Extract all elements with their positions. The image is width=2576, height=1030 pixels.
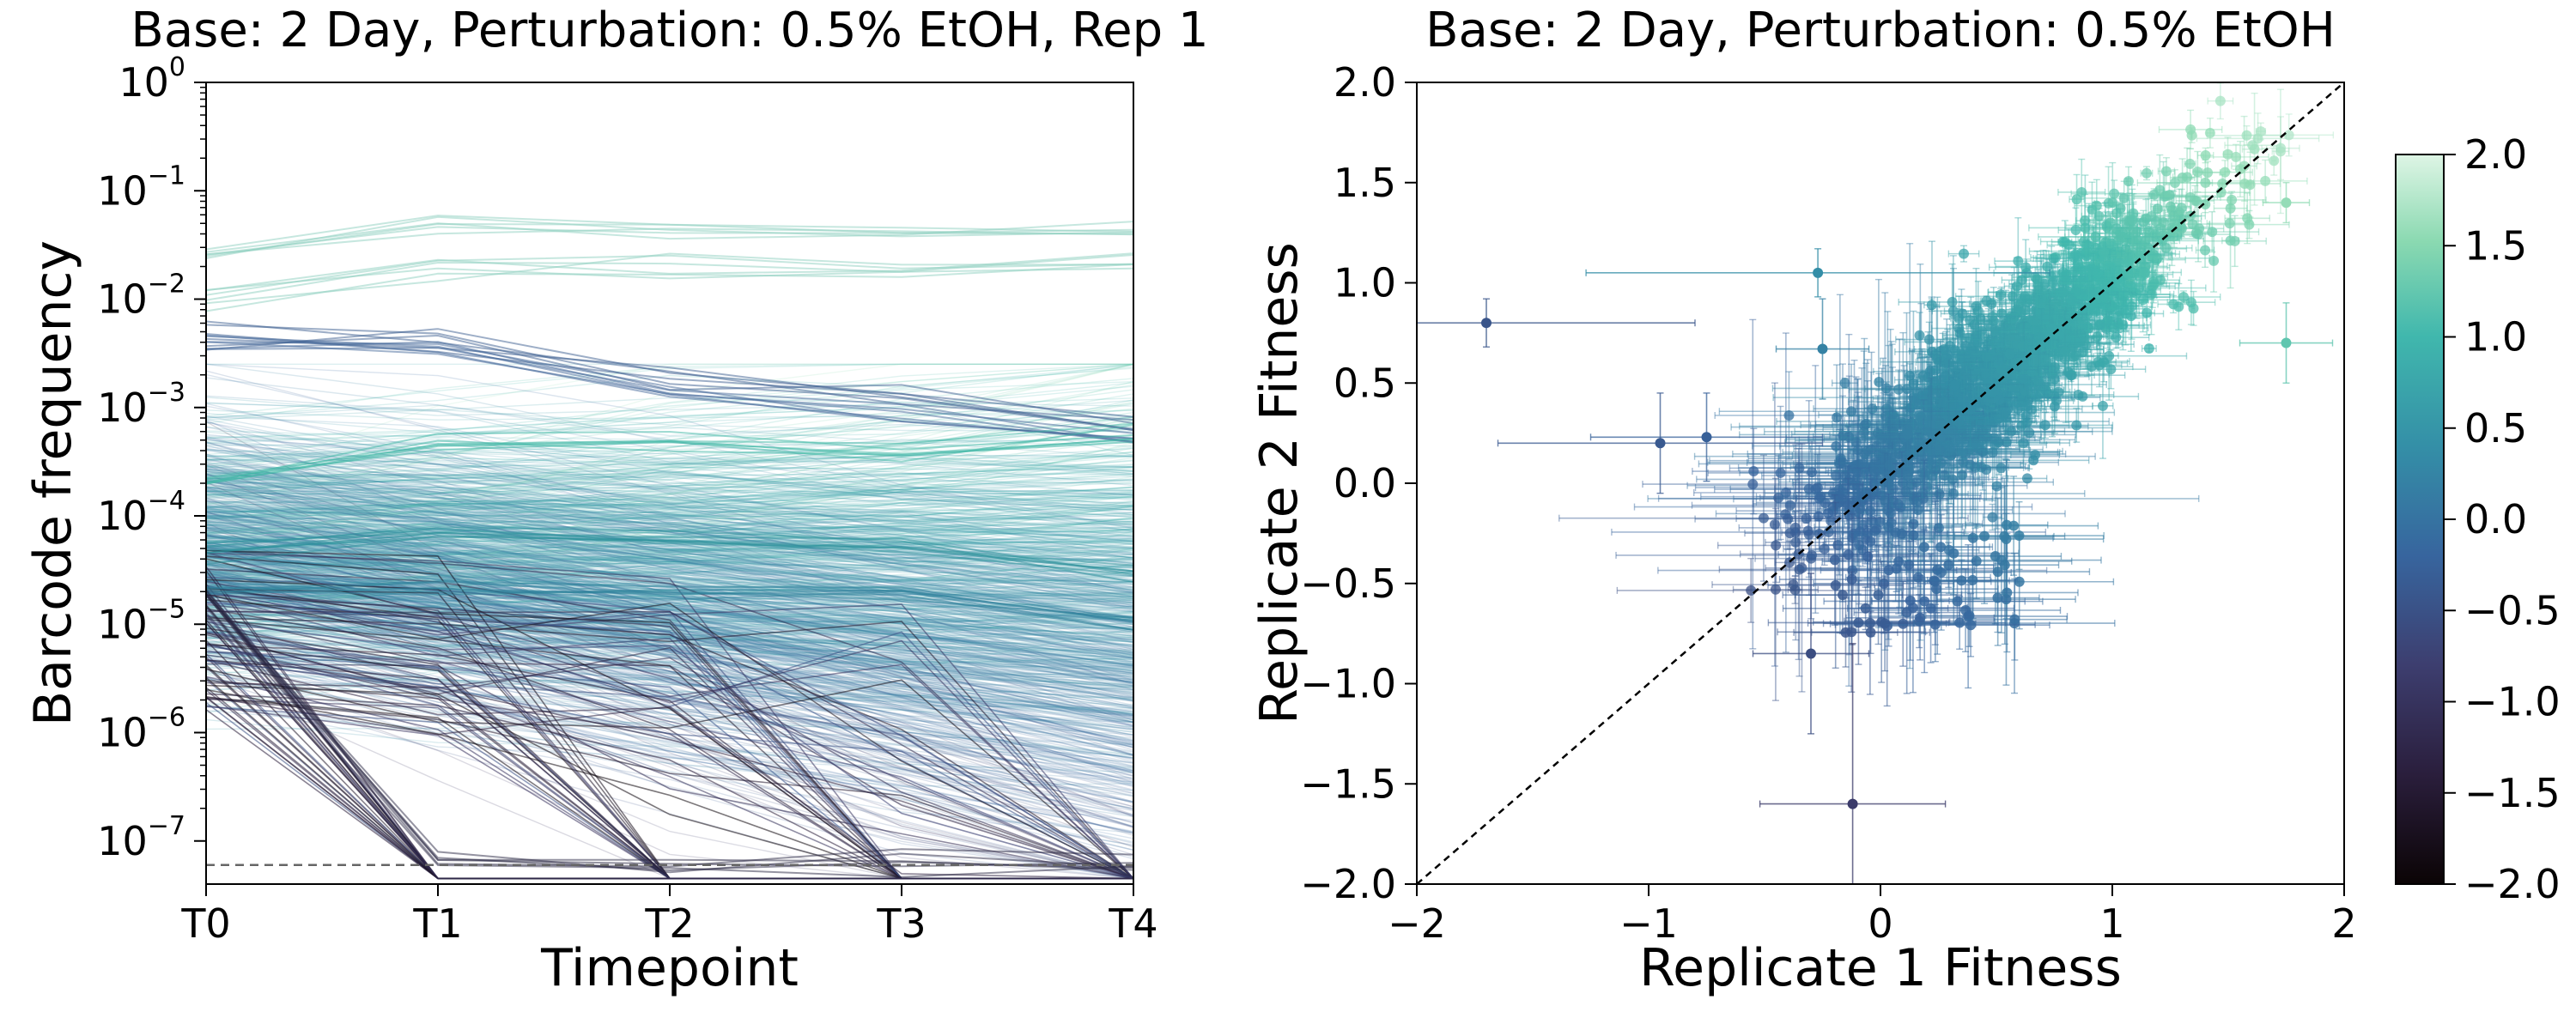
colorbar-tick-label: 0.5 [2464, 405, 2527, 451]
x-tick-label: T3 [876, 900, 926, 947]
y-tick-label: 10−3 [97, 378, 185, 431]
scatter-point [2197, 148, 2213, 162]
colorbar-ticks: 2.0 1.5 1.0 0.5 0.0 −0.5 −1.0 −1.5 −2.0 [2444, 131, 2561, 907]
y-tick-label: 10−1 [97, 161, 185, 214]
y-tick-label: 10−5 [97, 594, 185, 647]
x-tick-label: T4 [1108, 900, 1157, 947]
x-tick-label: 2 [2331, 900, 2356, 947]
left-x-axis-label: Timepoint [540, 938, 799, 998]
outlier-point [2240, 303, 2333, 383]
x-tick-label: T0 [180, 900, 230, 947]
scatter-cloud [1559, 83, 2334, 706]
y-tick-label: 0.0 [1334, 460, 1396, 506]
y-tick-label: 10−4 [97, 486, 185, 539]
colorbar-tick-label: −1.0 [2464, 679, 2561, 725]
series-line-1 [206, 263, 1133, 300]
colorbar-tick-label: 2.0 [2464, 131, 2527, 178]
x-tick-label: −2 [1388, 900, 1446, 947]
outlier-point [1586, 249, 2050, 297]
scatter-point [1745, 518, 1835, 549]
outlier-point [1760, 644, 1946, 965]
fitness-replicate-scatter: Base: 2 Day, Perturbation: 0.5% EtOH 2.0… [1249, 3, 2357, 998]
scatter-point [2159, 110, 2221, 148]
y-tick-label: 2.0 [1334, 59, 1396, 106]
colorbar-tick-label: 1.5 [2464, 222, 2527, 269]
scatter-point [1643, 319, 1863, 648]
colorbar-tick-label: −1.5 [2464, 770, 2561, 816]
scatter-point [2142, 343, 2157, 354]
left-chart-title: Base: 2 Day, Perturbation: 0.5% EtOH, Re… [131, 3, 1208, 58]
y-tick-label: 10−6 [97, 703, 185, 756]
left-y-axis-label: Barcode frequency [23, 240, 83, 726]
y-tick-label: 10−2 [97, 270, 185, 323]
outlier-point [1278, 299, 1695, 347]
y-tick-label: −0.5 [1300, 560, 1396, 607]
y-tick-label: 0.5 [1334, 360, 1396, 406]
colorbar-tick-label: 1.0 [2464, 314, 2527, 360]
colorbar-gradient [2396, 154, 2444, 884]
y-tick-label: 1.5 [1334, 160, 1396, 206]
y-tick-label: 10−7 [97, 811, 185, 864]
colorbar-tick-label: 0.0 [2464, 496, 2527, 542]
scatter-point [2208, 230, 2219, 292]
lineage-trajectory-plot: Base: 2 Day, Perturbation: 0.5% EtOH, Re… [23, 3, 1209, 998]
scatter-point [1892, 594, 2050, 657]
colorbar-tick-label: −0.5 [2464, 587, 2561, 633]
y-tick-label: −1.5 [1300, 760, 1396, 807]
right-x-axis-label: Replicate 1 Fitness [1639, 938, 2122, 998]
right-plot-area [1278, 82, 2344, 964]
y-tick-label: −2.0 [1300, 861, 1396, 907]
scatter-point [1935, 502, 2104, 570]
right-y-axis-label: Replicate 2 Fitness [1249, 242, 1309, 724]
right-chart-title: Base: 2 Day, Perturbation: 0.5% EtOH [1425, 3, 2336, 58]
y-tick-label: −1.0 [1300, 661, 1396, 707]
scatter-point [2205, 118, 2215, 148]
left-plot-area [206, 215, 1133, 878]
left-y-ticks: 100 10−1 10−2 10−3 10−4 10−5 10−6 10−7 [97, 52, 206, 864]
scatter-point [2208, 83, 2233, 119]
y-tick-label: 1.0 [1334, 260, 1396, 306]
colorbar-tick-label: −2.0 [2464, 861, 2561, 907]
colorbar: 2.0 1.5 1.0 0.5 0.0 −0.5 −1.0 −1.5 −2.0 [2396, 131, 2561, 907]
y-tick-label: 100 [118, 52, 185, 106]
scatter-point [2141, 167, 2153, 179]
x-tick-label: T1 [412, 900, 462, 947]
right-y-ticks: 2.0 1.5 1.0 0.5 0.0 −0.5 −1.0 −1.5 −2.0 [1300, 59, 1417, 907]
scatter-point [1770, 383, 1780, 666]
